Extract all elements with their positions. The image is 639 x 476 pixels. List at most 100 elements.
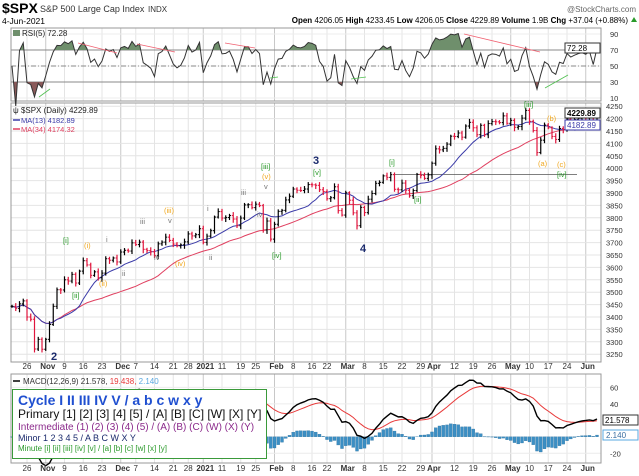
price-bar xyxy=(531,119,535,133)
price-tick-label: 3600 xyxy=(606,263,623,272)
date-tick-label: 15 xyxy=(379,464,388,473)
price-bar xyxy=(231,212,235,223)
triangle-up-icon xyxy=(631,17,637,22)
date-tick-label: 16 xyxy=(308,362,317,371)
macd-hist-bar xyxy=(561,436,565,445)
price-bar xyxy=(108,256,111,264)
price-tick-label: 3400 xyxy=(606,313,623,322)
wave-label: v xyxy=(168,216,172,225)
price-bar xyxy=(85,257,89,267)
rsi-value-box-text: 72.28 xyxy=(567,44,588,53)
ma34-line xyxy=(11,124,598,324)
price-bar xyxy=(543,122,546,144)
hist-value-box xyxy=(602,429,639,441)
macd-hist-bar xyxy=(494,436,498,438)
price-bar xyxy=(333,183,336,200)
bullish-divergence-line xyxy=(350,76,367,80)
macd-hist-bar xyxy=(434,427,438,437)
macd-value-box xyxy=(602,414,639,426)
price-bar xyxy=(168,234,171,243)
price-bar xyxy=(453,132,456,140)
price-bar xyxy=(51,303,55,326)
macd-hist-bar xyxy=(355,436,359,452)
macd-hist-value: 2.140 xyxy=(139,377,160,386)
price-bar xyxy=(216,208,220,219)
macd-hist-bar xyxy=(325,436,329,440)
macd-hist-bar xyxy=(531,436,535,445)
macd-hist-bar xyxy=(584,435,588,437)
price-bar xyxy=(81,257,85,275)
price-bar xyxy=(486,120,490,139)
date-tick-label: 28 xyxy=(184,464,193,473)
macd-hist-bar xyxy=(535,436,539,452)
price-bar xyxy=(528,108,531,125)
macd-hist-bar xyxy=(422,434,427,437)
price-bar xyxy=(554,133,558,144)
price-bar xyxy=(483,123,486,137)
last-price-box xyxy=(564,107,601,119)
rsi-tick-label: 10 xyxy=(610,94,618,103)
price-bar xyxy=(10,304,14,308)
price-bar xyxy=(220,208,224,221)
date-tick-label: Feb xyxy=(269,464,283,473)
macd-hist-bar xyxy=(587,435,592,437)
price-bar xyxy=(100,270,104,282)
last-price-box-text: 4229.89 xyxy=(567,109,596,118)
macd-hist-bar xyxy=(400,434,404,437)
price-bar xyxy=(550,126,554,140)
price-bar xyxy=(321,187,325,195)
wave-label: [iv] xyxy=(557,170,567,179)
price-bar xyxy=(314,183,318,190)
macd-hist-bar xyxy=(385,428,389,437)
price-bar xyxy=(535,127,539,156)
price-bar xyxy=(348,191,351,205)
price-bar xyxy=(415,172,419,193)
rsi-tick-label: 50 xyxy=(610,62,618,71)
macd-signal-value: 19.438, xyxy=(110,377,139,386)
price-bar xyxy=(404,180,408,194)
macd-hist-bar xyxy=(272,436,277,449)
macd-hist-bar xyxy=(366,436,370,445)
wave-label: [ii] xyxy=(414,195,422,204)
price-bar xyxy=(36,336,40,351)
wave-label: (a) xyxy=(538,159,548,168)
macd-tick-label: 40 xyxy=(610,400,618,409)
macd-hist-bar xyxy=(389,427,393,437)
macd-label: MACD(12,26,9) 21.578, 19.438, 2.140 xyxy=(23,377,159,386)
price-bar xyxy=(336,183,340,214)
legend-primary: Primary [1] [2] [3] [4] [5] / [A] [B] [C… xyxy=(18,407,262,422)
price-bar xyxy=(21,298,25,307)
price-bar xyxy=(471,119,475,132)
bearish-divergence-line xyxy=(463,33,541,53)
price-bar xyxy=(419,171,423,179)
wave-label: (b) xyxy=(547,114,557,123)
price-bar xyxy=(468,118,471,129)
price-bar xyxy=(70,271,74,284)
price-bar xyxy=(44,337,48,351)
macd-hist-bar xyxy=(377,432,382,437)
price-bar xyxy=(430,161,434,179)
date-tick-label: 26 xyxy=(23,464,32,473)
wave-label: [iii] xyxy=(261,162,270,171)
macd-hist-bar xyxy=(565,436,569,441)
price-bar xyxy=(93,270,96,277)
price-bar xyxy=(539,137,543,155)
macd-hist-bar xyxy=(381,429,385,437)
date-tick-label: 22 xyxy=(323,464,332,473)
chg-label: Chg xyxy=(551,16,567,25)
rsi-value-box xyxy=(564,42,601,54)
date-tick-label: 23 xyxy=(98,464,107,473)
date-tick-label: May xyxy=(505,464,521,473)
macd-hist-bar xyxy=(557,436,562,446)
price-bar xyxy=(464,124,468,139)
ma13-label: MA(13) 4182.89 xyxy=(21,116,75,125)
price-bar xyxy=(295,187,299,194)
price-bar xyxy=(393,172,396,192)
wave-label: ii xyxy=(122,269,126,278)
macd-hist-bar xyxy=(340,436,344,449)
price-bar xyxy=(134,239,138,247)
price-bar xyxy=(239,215,243,230)
price-bar xyxy=(385,172,389,181)
rsi-tick-label: 90 xyxy=(610,30,618,39)
